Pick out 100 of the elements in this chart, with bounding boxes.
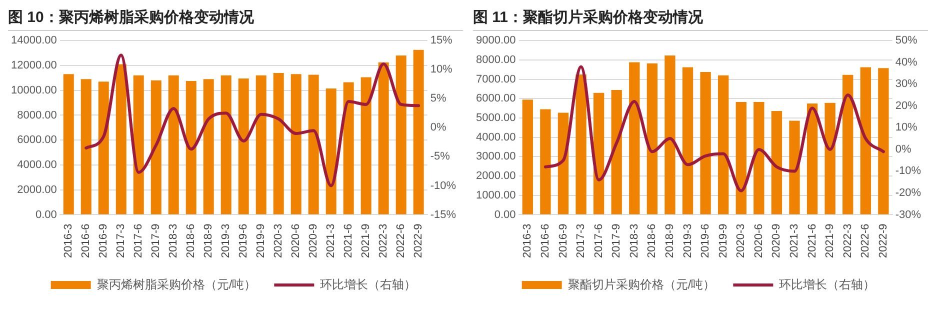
legend-label: 聚丙烯树脂采购价格（元/吨）	[96, 277, 256, 292]
x-tick-label: 2016-3	[522, 224, 534, 258]
x-tick-label: 2016-6	[80, 224, 92, 258]
bar	[413, 50, 424, 214]
x-tick-label: 2022-6	[395, 224, 408, 258]
bar	[343, 82, 354, 214]
x-tick-label: 2019-9	[255, 224, 268, 258]
bar	[308, 74, 319, 214]
y2-tick-label: -15%	[430, 208, 456, 221]
bar	[186, 81, 196, 214]
x-tick-label: 2022-3	[378, 224, 390, 258]
bar	[629, 62, 640, 214]
line-series	[84, 54, 420, 188]
y-tick-label: 4000.00	[17, 159, 57, 172]
x-tick-label: 2016-6	[539, 224, 552, 258]
bar	[220, 75, 232, 214]
x-tick-label: 2018-6	[185, 224, 198, 258]
legend-label: 环比增长（右轴）	[779, 277, 876, 292]
y2-tick-label: 0%	[430, 122, 446, 134]
x-tick-label: 2017-3	[115, 224, 128, 258]
x-tick-label: 2020-3	[272, 224, 285, 258]
x-tick-label: 2020-9	[770, 224, 783, 258]
bar	[806, 103, 818, 214]
x-tick-label: 2019-6	[700, 224, 712, 258]
bar	[878, 68, 889, 214]
bar	[378, 62, 389, 214]
bar	[80, 79, 92, 214]
bar	[396, 56, 406, 214]
bar	[238, 78, 249, 214]
x-tick-label: 2016-3	[62, 224, 75, 258]
bar	[540, 109, 551, 214]
x-tick-label: 2022-3	[842, 224, 854, 258]
bar	[593, 92, 604, 214]
bar	[682, 67, 694, 214]
bar	[116, 64, 126, 214]
bar	[860, 67, 871, 214]
x-tick-label: 2018-3	[628, 224, 640, 258]
y-tick-label: 8000.00	[17, 109, 57, 122]
bar	[150, 80, 162, 214]
bar	[754, 102, 764, 214]
x-tick-label: 2018-6	[646, 224, 658, 258]
y2-tick-label: 20%	[895, 100, 918, 112]
bar	[718, 75, 729, 214]
y-tick-label: 6000.00	[17, 134, 57, 146]
y2-tick-label: 10%	[430, 64, 453, 76]
x-tick-label: 2021-3	[325, 224, 338, 258]
bar	[168, 75, 179, 214]
x-tick-label: 2018-9	[664, 224, 676, 258]
y2-tick-label: 5%	[430, 92, 446, 105]
chart-title: 图 11：聚酯切片采购价格变动情况	[473, 8, 928, 31]
x-tick-label: 2020-9	[308, 224, 320, 258]
y-tick-label: 8000.00	[476, 54, 516, 66]
x-tick-label: 2021-6	[806, 224, 818, 258]
y2-tick-label: -5%	[430, 150, 450, 163]
x-tick-label: 2020-6	[290, 224, 302, 258]
x-tick-label: 2022-9	[412, 224, 425, 258]
x-tick-label: 2017-6	[132, 224, 145, 258]
bar	[700, 72, 711, 214]
line-series	[544, 65, 885, 192]
x-tick-label: 2017-6	[592, 224, 605, 258]
bar	[736, 102, 746, 214]
y-tick-label: 9000.00	[476, 34, 516, 47]
bar	[576, 74, 586, 214]
x-tick-label: 2017-3	[575, 224, 588, 258]
bar	[522, 100, 533, 214]
x-tick-label: 2020-6	[752, 224, 765, 258]
bar	[98, 82, 109, 214]
bar	[789, 120, 800, 214]
x-tick-label: 2020-3	[735, 224, 748, 258]
y-tick-label: 6000.00	[476, 92, 516, 105]
bar	[771, 111, 782, 214]
y-tick-label: 7000.00	[476, 73, 516, 86]
bar	[273, 72, 284, 214]
x-tick-label: 2022-6	[860, 224, 872, 258]
x-tick-label: 2017-9	[610, 224, 623, 258]
y2-tick-label: -10%	[430, 180, 456, 192]
bar	[290, 74, 302, 214]
y-tick-label: 2000.00	[476, 170, 516, 182]
y2-tick-label: 30%	[895, 78, 918, 90]
legend-label: 环比增长（右轴）	[320, 277, 416, 292]
y-tick-label: 1000.00	[476, 189, 516, 202]
x-tick-label: 2016-9	[98, 224, 110, 258]
chart-title: 图 10：聚丙烯树脂采购价格变动情况	[8, 8, 463, 31]
y-tick-label: 12000.00	[10, 60, 57, 72]
bar	[824, 102, 836, 214]
y2-tick-label: 50%	[895, 34, 918, 47]
bar	[256, 75, 266, 214]
x-tick-label: 2018-9	[202, 224, 215, 258]
bar	[133, 75, 144, 214]
bar	[63, 74, 74, 214]
y2-tick-label: -10%	[895, 165, 922, 178]
x-tick-label: 2019-3	[682, 224, 694, 258]
x-tick-label: 2019-3	[220, 224, 232, 258]
x-tick-label: 2019-6	[238, 224, 250, 258]
x-tick-label: 2021-9	[360, 224, 372, 258]
y2-tick-label: 15%	[430, 34, 453, 47]
bar	[611, 90, 622, 214]
y-tick-label: 14000.00	[10, 34, 57, 47]
y-tick-label: 10000.00	[10, 84, 57, 96]
bar	[558, 112, 569, 214]
